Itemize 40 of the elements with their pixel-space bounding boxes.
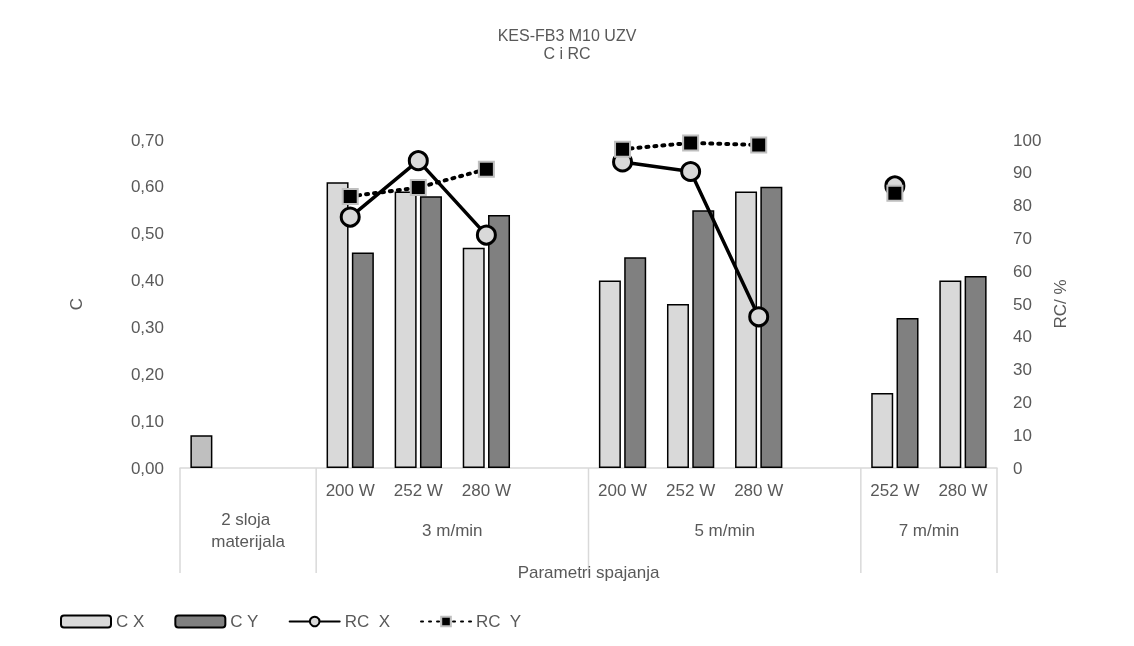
- x-tick-label: 200 W: [325, 481, 375, 500]
- text: 7 m/min: [898, 520, 960, 540]
- y-tick-label: 0,70: [130, 130, 164, 150]
- y2-tick-label: 70: [1013, 228, 1032, 248]
- text: 2 sloja materijala: [211, 509, 286, 551]
- text: 3 m/min: [422, 520, 483, 540]
- chart-title: KES-FB3 M10 UZV: [497, 26, 637, 44]
- chart-subtitle: C i RC: [543, 44, 591, 62]
- x-tick-label: 252 W: [870, 481, 920, 500]
- y2-tick-label: 30: [1013, 360, 1032, 380]
- y-tick-label: 0,10: [130, 411, 164, 431]
- y2-tick-label: 0: [1013, 458, 1023, 478]
- y2-tick-label: 60: [1013, 261, 1032, 281]
- y-tick-label: 0,20: [130, 364, 164, 384]
- legend-label: C X: [116, 612, 145, 631]
- x-tick-label: 200 W: [597, 481, 648, 500]
- y-axis-title: C: [67, 297, 86, 311]
- x-tick-label: 280 W: [461, 481, 511, 500]
- y2-tick-label: 80: [1013, 196, 1032, 216]
- y-tick-label: 0,50: [130, 224, 164, 244]
- y2-tick-label: 20: [1013, 392, 1032, 412]
- y-tick-label: 0,30: [130, 317, 164, 337]
- legend-label: C Y: [230, 612, 259, 631]
- legend-label: RC X: [344, 612, 391, 631]
- x-tick-label: 280 W: [938, 481, 988, 500]
- y2-tick-label: 100: [1013, 130, 1042, 150]
- x-tick-label: 252 W: [666, 481, 716, 500]
- x-tick-label: 252 W: [393, 481, 443, 500]
- y2-tick-label: 10: [1013, 425, 1032, 445]
- y2-tick-label: 50: [1013, 294, 1032, 314]
- legend-label: RC Y: [476, 612, 522, 631]
- y2-tick-label: 40: [1013, 327, 1032, 347]
- y2-axis-title: RC/ %: [1051, 279, 1071, 329]
- y-tick-label: 0,00: [130, 458, 164, 478]
- y-tick-label: 0,60: [130, 177, 164, 197]
- y-tick-label: 0,40: [130, 271, 164, 291]
- x-tick-label: 280 W: [734, 481, 784, 500]
- y2-tick-label: 90: [1013, 163, 1032, 183]
- text: 5 m/min: [694, 520, 755, 540]
- x-axis-title: Parametri spajanja: [517, 563, 660, 582]
